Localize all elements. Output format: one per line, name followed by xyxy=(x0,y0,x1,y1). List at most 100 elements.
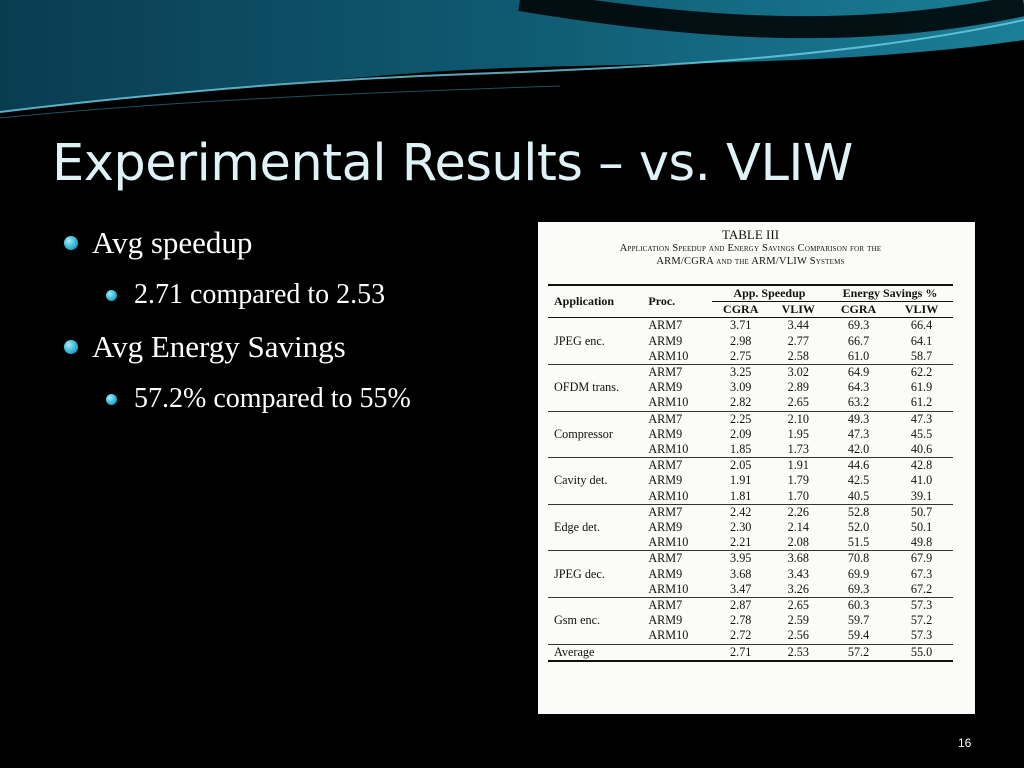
cell-speedup-cgra: 3.47 xyxy=(730,581,752,596)
cell-proc: ARM10 xyxy=(648,442,689,457)
table-body: JPEG enc. ARM7 3.71 3.44 69.3 66.4 ARM9 2.98 2.7… xyxy=(548,317,953,661)
cell-energy-vliw: 61.9 xyxy=(910,380,933,395)
cell-application: Edge det. xyxy=(548,503,649,551)
cell-proc xyxy=(648,643,712,661)
cell-energy-cgra: 66.7 xyxy=(847,333,870,348)
cell-energy-cgra: 69.3 xyxy=(847,581,870,596)
cell-energy-vliw: 66.4 xyxy=(910,318,933,333)
cell-proc: ARM7 xyxy=(648,597,712,614)
cell-proc: ARM10 xyxy=(648,348,689,363)
cell-proc: ARM10 xyxy=(648,628,689,643)
cell-energy-vliw: 49.8 xyxy=(910,535,933,550)
table-row: ARM9 2.09 1.95 47.3 45.5 xyxy=(548,427,953,442)
table-caption: TABLE III xyxy=(721,227,780,242)
cell-speedup-vliw: 3.26 xyxy=(787,581,809,596)
cell-application: JPEG enc. xyxy=(554,333,605,348)
cell-speedup-vliw: 2.65 xyxy=(769,597,827,614)
cell-application: Cavity det. xyxy=(548,457,649,505)
cell-speedup-vliw: 3.02 xyxy=(769,364,827,381)
cell-energy-cgra: 64.3 xyxy=(847,380,870,395)
cell-speedup-cgra: 2.42 xyxy=(711,503,770,521)
table-row: OFDM trans. ARM7 3.25 3.02 64.9 62.2 xyxy=(548,364,953,412)
cell-application: Compressor xyxy=(548,410,649,458)
cell-speedup-cgra: 3.71 xyxy=(730,318,752,333)
header-cgra: CGRA xyxy=(840,302,877,317)
cell-speedup-cgra: 2.75 xyxy=(730,348,752,363)
cell-speedup-vliw: 2.10 xyxy=(769,410,827,427)
table-row: JPEG enc. ARM7 3.71 3.44 69.3 66.4 xyxy=(548,317,953,348)
cell-application: JPEG dec. xyxy=(548,550,649,598)
bullet-dot-icon xyxy=(106,394,117,405)
cell-energy-vliw: 39.1 xyxy=(910,488,933,503)
cell-energy-vliw: 50.1 xyxy=(910,520,933,535)
cell-proc: ARM10 xyxy=(648,535,689,550)
cell-speedup-cgra: 2.30 xyxy=(730,520,752,535)
cell-speedup-vliw: 2.89 xyxy=(787,380,809,395)
header-speedup-group: App. Speedup xyxy=(711,285,827,303)
cell-energy-cgra: 60.3 xyxy=(826,597,891,614)
table-subtitle: ARM/CGRA and the ARM/VLIW Systems xyxy=(656,256,845,267)
header-application: Application xyxy=(554,294,615,309)
header-energy-group: Energy Savings % xyxy=(826,285,953,303)
bullet-dot-icon xyxy=(64,340,78,354)
cell-application: Gsm enc. xyxy=(548,597,649,645)
cell-speedup-cgra: 2.98 xyxy=(730,333,752,348)
bullet-text: Avg Energy Savings xyxy=(92,329,346,364)
cell-energy-vliw: 57.3 xyxy=(890,597,953,614)
cell-energy-cgra: 63.2 xyxy=(847,395,870,410)
cell-speedup-vliw: 2.77 xyxy=(787,333,809,348)
slide-title: Experimental Results – vs. VLIW xyxy=(52,134,853,193)
header-proc: Proc. xyxy=(648,294,676,309)
cell-energy-cgra: 64.9 xyxy=(826,364,891,381)
cell-energy-vliw: 58.7 xyxy=(910,348,933,363)
cell-energy-cgra: 57.2 xyxy=(826,643,891,661)
cell-proc: ARM9 xyxy=(648,380,683,395)
bullet-text: Avg speedup xyxy=(92,225,253,260)
table-row: ARM9 2.78 2.59 59.7 57.2 xyxy=(548,613,953,628)
cell-energy-vliw: 64.1 xyxy=(910,333,933,348)
table-row: ARM9 3.09 2.89 64.3 61.9 xyxy=(548,380,953,395)
cell-speedup-vliw: 1.79 xyxy=(787,473,809,488)
cell-energy-vliw: 57.3 xyxy=(910,628,933,643)
bullet-level1: Avg Energy Savings xyxy=(62,326,502,378)
cell-energy-cgra: 42.5 xyxy=(847,473,870,488)
cell-speedup-vliw: 2.14 xyxy=(787,520,809,535)
cell-speedup-cgra: 1.91 xyxy=(730,473,752,488)
cell-proc: ARM9 xyxy=(648,613,683,628)
cell-energy-cgra: 52.8 xyxy=(826,503,891,521)
table-row: ARM10 2.72 2.56 59.4 57.3 xyxy=(548,628,953,644)
cell-speedup-vliw: 3.43 xyxy=(787,566,809,581)
cell-energy-vliw: 40.6 xyxy=(910,442,933,457)
cell-speedup-vliw: 2.53 xyxy=(769,643,827,661)
cell-energy-vliw: 41.0 xyxy=(910,473,933,488)
cell-proc: ARM7 xyxy=(648,550,712,567)
table-row: ARM10 1.85 1.73 42.0 40.6 xyxy=(548,442,953,458)
cell-proc: ARM10 xyxy=(648,581,689,596)
table-subtitle: Application Speedup and Energy Savings C… xyxy=(619,243,882,254)
table-row: JPEG dec. ARM7 3.95 3.68 70.8 67.9 xyxy=(548,550,953,598)
table-row: ARM9 1.91 1.79 42.5 41.0 xyxy=(548,473,953,488)
cell-speedup-cgra: 2.78 xyxy=(730,613,752,628)
cell-speedup-vliw: 3.68 xyxy=(769,550,827,567)
table-row: ARM9 3.68 3.43 69.9 67.3 xyxy=(548,567,953,582)
cell-speedup-vliw: 1.70 xyxy=(787,488,809,503)
header-vliw: VLIW xyxy=(781,302,815,317)
page-number: 16 xyxy=(958,736,972,750)
cell-speedup-cgra: 1.81 xyxy=(730,488,752,503)
cell-energy-cgra: 59.7 xyxy=(847,613,870,628)
table-row: Cavity det. ARM7 2.05 1.91 44.6 42.8 xyxy=(548,457,953,505)
cell-energy-vliw: 67.9 xyxy=(890,550,953,567)
cell-application: Average xyxy=(548,643,649,661)
cell-proc: ARM9 xyxy=(648,333,683,348)
bullet-text: 2.71 compared to 2.53 xyxy=(134,279,386,310)
cell-proc: ARM10 xyxy=(648,488,689,503)
cell-speedup-vliw: 2.08 xyxy=(787,535,809,550)
cell-speedup-vliw: 3.44 xyxy=(787,318,809,333)
cell-energy-cgra: 44.6 xyxy=(826,457,891,474)
table-row: Edge det. ARM7 2.42 2.26 52.8 50.7 xyxy=(548,503,953,551)
cell-speedup-cgra: 3.95 xyxy=(711,550,770,567)
bullet-list: Avg speedup 2.71 compared to 2.53 Avg En… xyxy=(62,222,502,430)
cell-proc: ARM7 xyxy=(648,318,683,333)
cell-proc: ARM10 xyxy=(648,395,689,410)
cell-proc: ARM7 xyxy=(648,364,712,381)
